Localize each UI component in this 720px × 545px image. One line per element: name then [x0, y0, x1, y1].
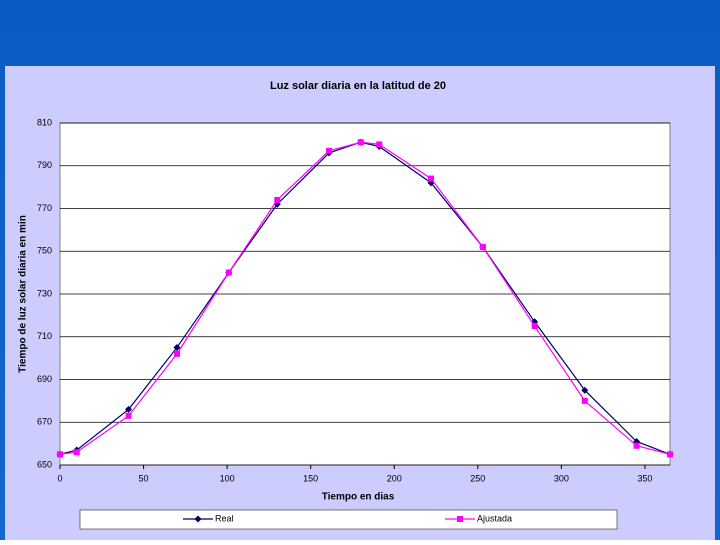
- data-point: [326, 147, 333, 154]
- data-point: [428, 175, 435, 182]
- y-tick-label: 810: [37, 117, 52, 127]
- data-point: [479, 243, 486, 250]
- legend: [79, 509, 618, 530]
- chart-title: Luz solar diaria en la latitud de 20: [270, 80, 446, 92]
- data-point: [357, 139, 364, 146]
- data-point: [173, 343, 181, 351]
- legend-label: Ajustada: [477, 513, 512, 523]
- legend-marker: [194, 515, 202, 523]
- data-point: [531, 323, 538, 330]
- legend-marker: [457, 516, 463, 522]
- data-point: [73, 449, 80, 456]
- x-tick-label: 200: [387, 473, 402, 483]
- x-tick-label: 50: [139, 473, 149, 483]
- x-tick-label: 250: [470, 473, 485, 483]
- data-point: [225, 269, 232, 276]
- data-point: [125, 405, 133, 413]
- y-tick-label: 710: [37, 331, 52, 341]
- x-axis-label: Tiempo en dias: [322, 492, 395, 503]
- x-tick-label: 300: [554, 473, 569, 483]
- data-point: [581, 386, 589, 394]
- y-tick-label: 650: [37, 459, 52, 469]
- data-point: [274, 196, 281, 203]
- y-axis-label: Tiempo de luz solar diaria en min: [18, 215, 29, 373]
- data-point: [57, 451, 63, 458]
- legend-label: Real: [215, 513, 234, 523]
- x-tick-label: 150: [303, 473, 318, 483]
- x-tick-label: 350: [637, 473, 652, 483]
- y-tick-label: 670: [37, 417, 52, 427]
- data-point: [125, 412, 132, 419]
- y-tick-label: 790: [37, 160, 52, 170]
- data-point: [633, 442, 640, 449]
- data-point: [667, 451, 673, 458]
- y-tick-label: 750: [37, 246, 52, 256]
- data-point: [581, 397, 588, 404]
- data-point: [376, 141, 383, 148]
- y-tick-label: 730: [37, 288, 52, 298]
- x-tick-label: 100: [220, 473, 235, 483]
- x-tick-label: 0: [57, 473, 62, 483]
- y-tick-label: 770: [37, 203, 52, 213]
- data-point: [173, 350, 180, 357]
- y-tick-label: 690: [37, 374, 52, 384]
